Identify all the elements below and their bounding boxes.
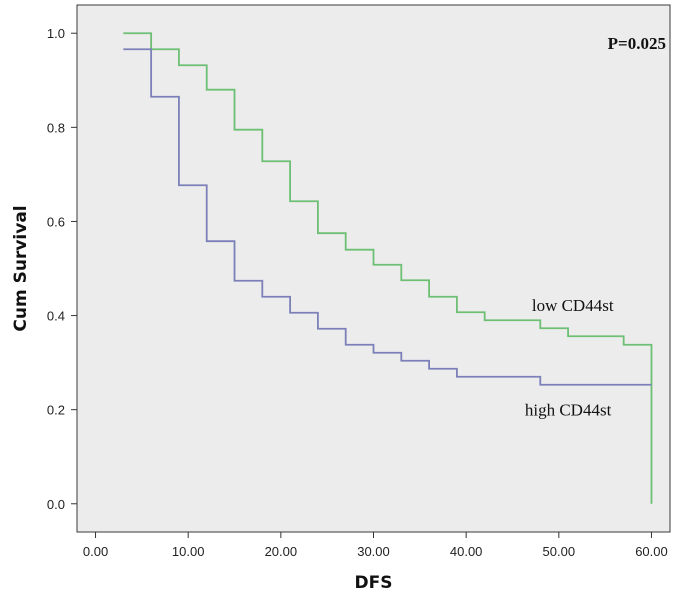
x-tick-label: 30.00: [357, 544, 390, 559]
y-tick-label: 0.6: [47, 214, 65, 229]
y-tick-label: 1.0: [47, 26, 65, 41]
series-label-high: high CD44st: [525, 401, 612, 420]
x-tick-label: 20.00: [265, 544, 298, 559]
x-tick-label: 60.00: [635, 544, 668, 559]
series-line-high-cd44st: [123, 48, 652, 386]
x-tick-label: 50.00: [543, 544, 576, 559]
y-tick-label: 0.0: [47, 497, 65, 512]
series-line-low-cd44st: [123, 32, 653, 504]
y-tick-label: 0.4: [47, 309, 65, 324]
p-value-annotation: P=0.025: [608, 34, 666, 53]
x-tick-label: 40.00: [450, 544, 483, 559]
x-tick-label: 10.00: [172, 544, 205, 559]
x-axis-title: DFS: [355, 573, 393, 593]
x-axis: 0.00 10.00 20.00 30.00 40.00 50.00 60.00: [83, 532, 668, 559]
y-axis: 0.0 0.2 0.4 0.6 0.8 1.0: [47, 26, 77, 512]
plot-area: [76, 4, 671, 533]
series-label-low: low CD44st: [532, 296, 614, 315]
y-axis-title: Cum Survival: [11, 205, 31, 331]
series-layer: [123, 32, 653, 504]
y-tick-label: 0.2: [47, 403, 65, 418]
x-tick-label: 0.00: [83, 544, 108, 559]
y-tick-label: 0.8: [47, 120, 65, 135]
